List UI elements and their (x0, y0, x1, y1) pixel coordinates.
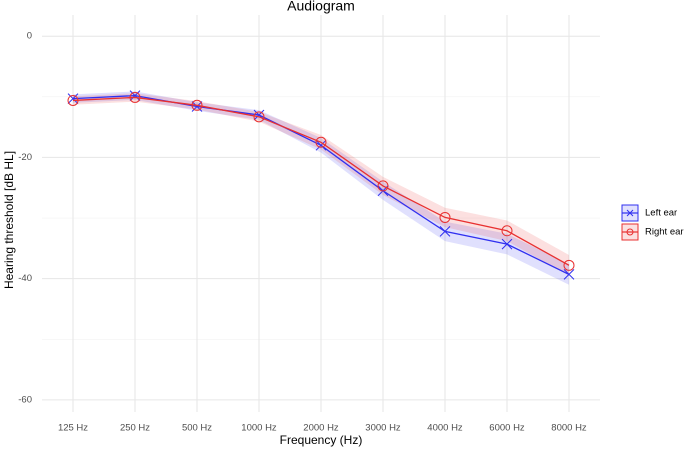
data-point (315, 139, 327, 151)
x-tick-label: 1000 Hz (241, 423, 277, 434)
series-line (72, 96, 570, 266)
data-point (253, 111, 265, 123)
x-tick-label: 125 Hz (58, 423, 88, 434)
data-point (439, 226, 451, 237)
data-point (315, 136, 327, 148)
x-axis-title: Frequency (Hz) (280, 433, 363, 447)
data-point (501, 238, 513, 250)
legend-marker (626, 209, 634, 217)
data-point (501, 225, 513, 237)
x-tick-label: 6000 Hz (489, 423, 525, 434)
data-point (563, 269, 575, 280)
x-tick-label: 3000 Hz (365, 423, 401, 434)
data-point (377, 180, 389, 192)
confidence-band (259, 110, 321, 153)
legend-marker (626, 228, 634, 236)
y-tick-label: -40 (18, 273, 32, 284)
y-axis-title: Hearing threshold [dB HL] (2, 151, 16, 289)
data-point (67, 94, 79, 106)
x-tick-label: 4000 Hz (427, 423, 463, 434)
x-tick-label: 8000 Hz (551, 423, 587, 434)
y-tick-label: 0 (27, 31, 32, 42)
y-tick-label: -20 (18, 152, 32, 163)
data-point (439, 211, 451, 223)
data-point (67, 93, 79, 104)
legend-label: Left ear (645, 208, 677, 219)
data-point (191, 101, 203, 112)
x-tick-label: 2000 Hz (303, 423, 339, 434)
chart-title: Audiogram (287, 0, 355, 14)
y-tick-label: -60 (18, 394, 32, 405)
confidence-band (321, 135, 383, 196)
x-tick-label: 250 Hz (120, 423, 150, 434)
data-point (191, 99, 203, 111)
legend-label: Right ear (645, 227, 684, 238)
x-tick-label: 500 Hz (182, 423, 212, 434)
data-point (129, 91, 141, 103)
data-point (129, 90, 141, 101)
data-point (563, 259, 575, 271)
